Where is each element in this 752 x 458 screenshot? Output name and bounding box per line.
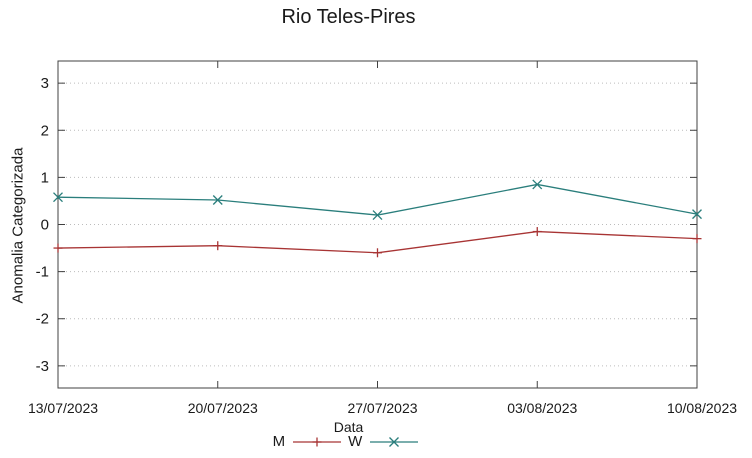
x-axis-label: Data [333,419,364,435]
y-tick-label: -1 [36,264,49,281]
cross-marker [532,179,543,190]
x-tick-label: 27/07/2023 [347,400,417,416]
cross-marker [212,195,223,205]
legend-label-m: M [272,433,286,450]
plot-border [57,60,698,389]
legend-sample-m-line [293,437,342,446]
cross-marker [692,209,702,220]
y-tick-label: 3 [41,75,49,92]
legend-item-m: M [273,433,343,450]
x-tick-label: 10/08/2023 [667,400,737,416]
y-tick-label: 0 [41,217,49,234]
y-tick-label: -2 [36,311,49,328]
chart-title: Rio Teles-Pires [281,6,416,28]
x-tick-label: 03/08/2023 [507,400,577,416]
y-tick-label: 2 [41,122,49,139]
legend-label-w: W [348,433,363,450]
cross-marker [372,210,383,221]
x-tick-label: 20/07/2023 [188,400,258,416]
x-tick-label: 13/07/2023 [28,400,98,416]
legend-sample-w-line [370,436,419,447]
y-tick-label: 1 [41,169,49,186]
y-tick-label: -3 [36,358,49,375]
cross-marker [53,192,63,203]
series-line-w [57,183,698,216]
legend-item-w: W [348,433,419,450]
legend: M W [0,433,692,450]
